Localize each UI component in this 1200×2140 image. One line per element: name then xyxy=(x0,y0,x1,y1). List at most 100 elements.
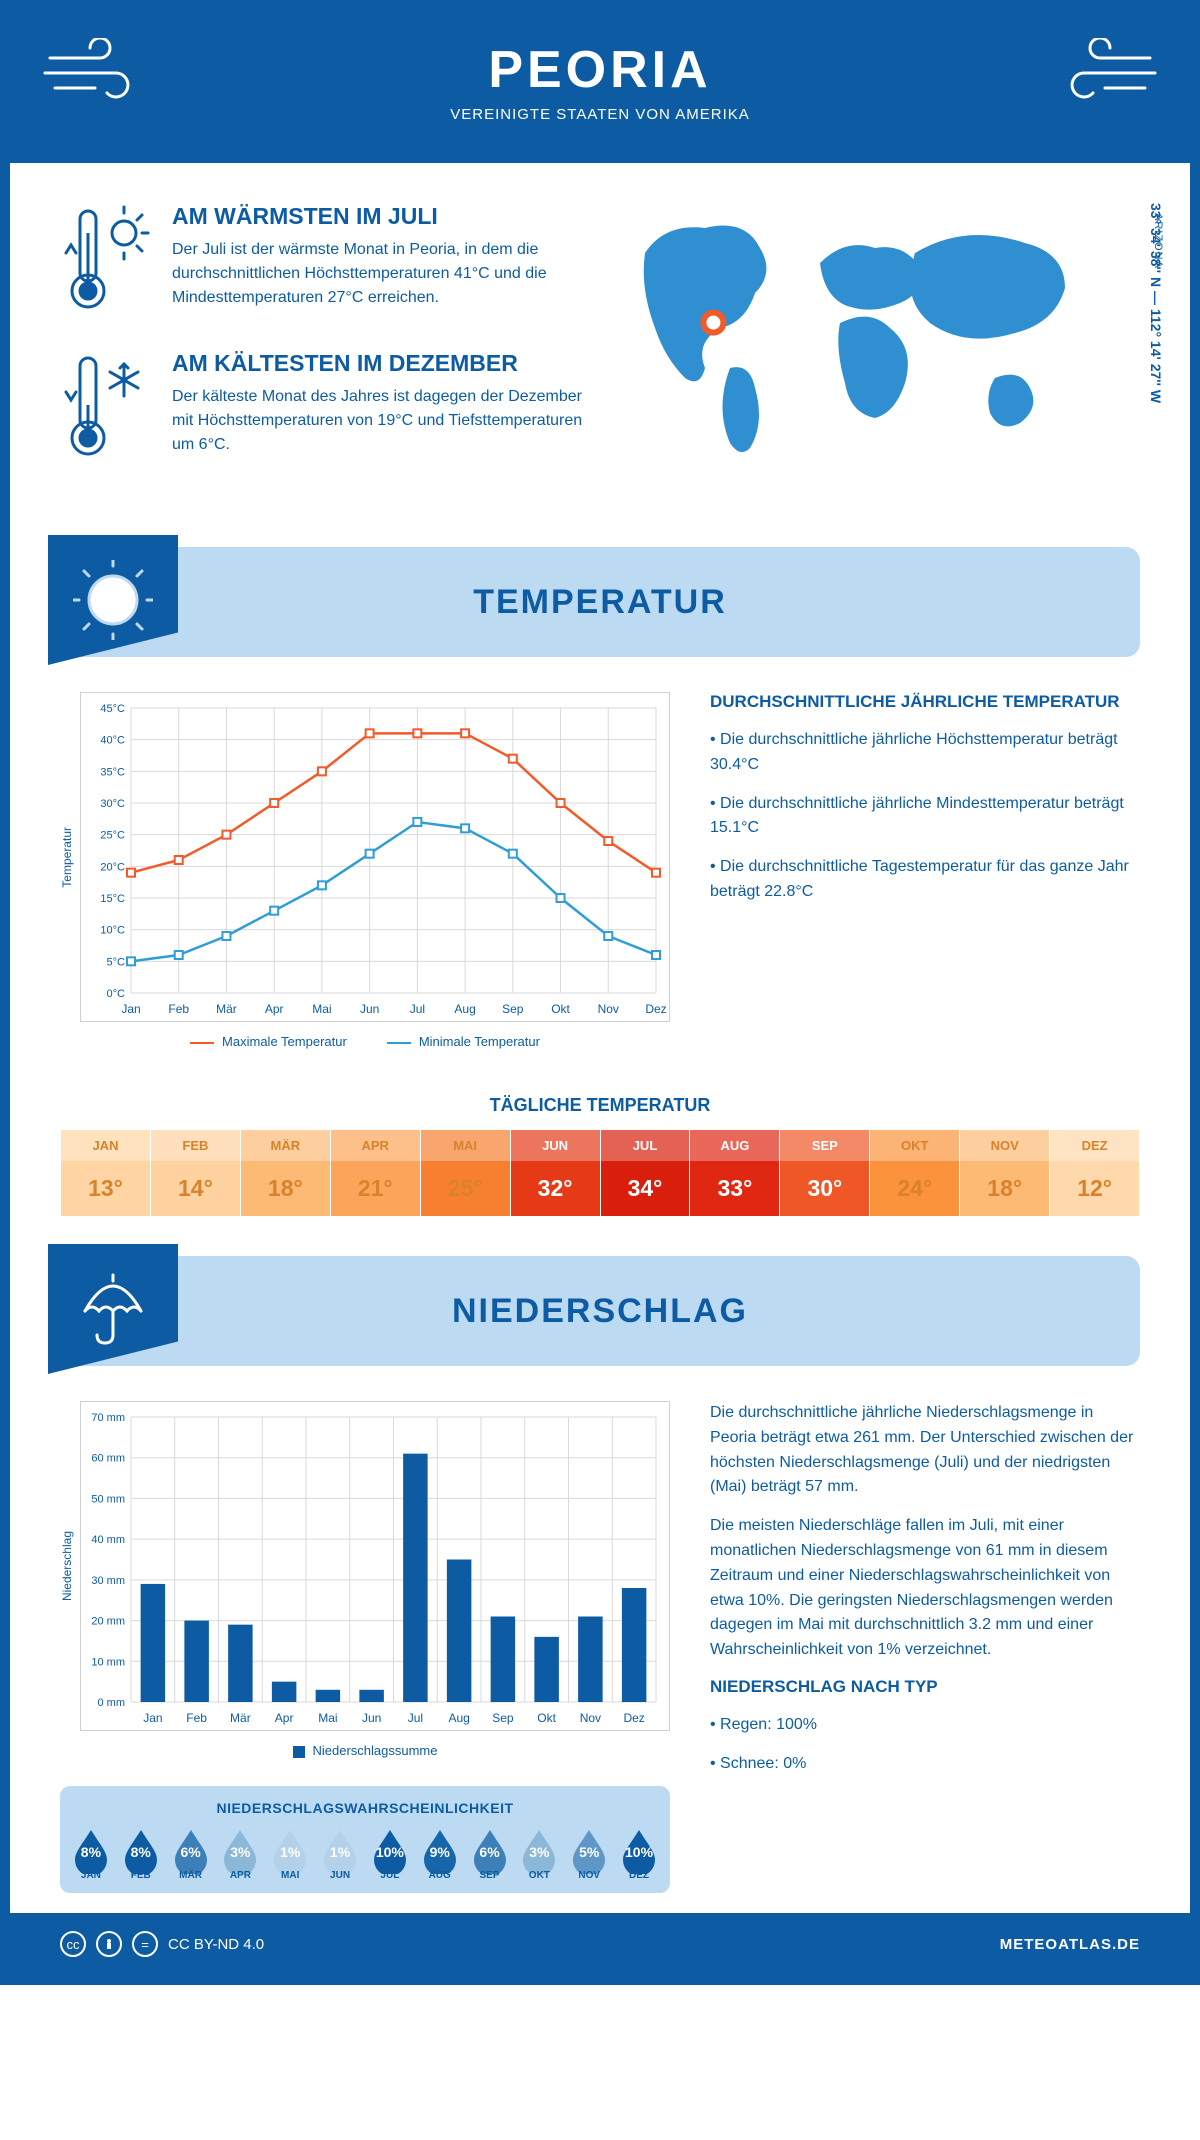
svg-text:Okt: Okt xyxy=(537,1711,556,1725)
wind-icon-left xyxy=(40,38,150,113)
svg-text:30 mm: 30 mm xyxy=(91,1575,125,1587)
temperature-line-chart: 0°C 5°C 10°C 15°C 20°C 25°C 30°C 35°C 40°C 45°C Ja… xyxy=(80,692,670,1022)
svg-text:Aug: Aug xyxy=(454,1002,475,1016)
svg-text:Nov: Nov xyxy=(580,1711,601,1725)
daily-temp-cell: DEZ12° xyxy=(1050,1130,1140,1216)
daily-temp-cell: MÄR18° xyxy=(241,1130,331,1216)
precip-type-snow: • Schnee: 0% xyxy=(710,1752,1140,1777)
precip-prob-drop: 6%MÄR xyxy=(171,1826,211,1881)
svg-text:20 mm: 20 mm xyxy=(91,1616,125,1628)
location-marker-icon xyxy=(703,313,723,333)
fact-warm-text: Der Juli ist der wärmste Monat in Peoria… xyxy=(172,238,585,310)
intro-section: AM WÄRMSTEN IM JULI Der Juli ist der wär… xyxy=(10,163,1190,527)
daily-temp-cell: JUL34° xyxy=(601,1130,691,1216)
svg-text:10°C: 10°C xyxy=(100,925,125,937)
svg-text:Mär: Mär xyxy=(216,1002,237,1016)
infographic-frame: PEORIA VEREINIGTE STAATEN VON AMERIKA AM… xyxy=(0,0,1200,1985)
svg-text:10 mm: 10 mm xyxy=(91,1656,125,1668)
svg-text:0°C: 0°C xyxy=(107,988,126,1000)
svg-text:Mai: Mai xyxy=(318,1711,337,1725)
umbrella-icon xyxy=(48,1244,178,1374)
legend-min: Minimale Temperatur xyxy=(387,1034,540,1049)
svg-text:35°C: 35°C xyxy=(100,766,125,778)
precip-prob-title: NIEDERSCHLAGSWAHRSCHEINLICHKEIT xyxy=(66,1800,664,1816)
legend-max: Maximale Temperatur xyxy=(190,1034,347,1049)
svg-text:5°C: 5°C xyxy=(107,956,126,968)
svg-text:0 mm: 0 mm xyxy=(98,1697,126,1709)
daily-temp-cell: AUG33° xyxy=(690,1130,780,1216)
daily-temp-cell: NOV18° xyxy=(960,1130,1050,1216)
svg-text:50 mm: 50 mm xyxy=(91,1493,125,1505)
svg-text:40°C: 40°C xyxy=(100,735,125,747)
sun-icon xyxy=(48,535,178,665)
temperature-content: Temperatur 0°C5°C10°C15°C20°C25°C30°C35°… xyxy=(10,657,1190,1073)
temp-info-b3: • Die durchschnittliche Tagestemperatur … xyxy=(710,855,1140,905)
svg-text:25°C: 25°C xyxy=(100,830,125,842)
svg-text:Jun: Jun xyxy=(362,1711,381,1725)
precip-type-rain: • Regen: 100% xyxy=(710,1713,1140,1738)
svg-text:70 mm: 70 mm xyxy=(91,1412,125,1424)
section-bar-temperature: TEMPERATUR xyxy=(60,547,1140,657)
temp-info-b1: • Die durchschnittliche jährliche Höchst… xyxy=(710,728,1140,778)
precip-info-p2: Die meisten Niederschläge fallen im Juli… xyxy=(710,1514,1140,1663)
svg-text:Jan: Jan xyxy=(143,1711,162,1725)
svg-text:20°C: 20°C xyxy=(100,861,125,873)
svg-text:Sep: Sep xyxy=(502,1002,524,1016)
precip-prob-drop: 1%MAI xyxy=(270,1826,310,1881)
precip-prob-drop: 8%JAN xyxy=(71,1826,111,1881)
legend-precip: Niederschlagssumme xyxy=(293,1743,438,1758)
precip-info-p1: Die durchschnittliche jährliche Niedersc… xyxy=(710,1401,1140,1500)
svg-text:Jun: Jun xyxy=(360,1002,379,1016)
svg-text:Sep: Sep xyxy=(492,1711,514,1725)
precip-prob-drop: 3%APR xyxy=(220,1826,260,1881)
precip-prob-drop: 10%DEZ xyxy=(619,1826,659,1881)
fact-coldest: AM KÄLTESTEN IM DEZEMBER Der kälteste Mo… xyxy=(60,350,585,465)
svg-text:40 mm: 40 mm xyxy=(91,1534,125,1546)
temp-info-heading: DURCHSCHNITTLICHE JÄHRLICHE TEMPERATUR xyxy=(710,692,1140,712)
svg-text:Dez: Dez xyxy=(623,1711,644,1725)
country-subtitle: VEREINIGTE STAATEN VON AMERIKA xyxy=(30,106,1170,123)
wind-icon-right xyxy=(1050,38,1160,113)
precip-chart-legend: Niederschlagssumme xyxy=(60,1731,670,1762)
footer: cc = CC BY-ND 4.0 METEOATLAS.DE xyxy=(10,1913,1190,1975)
svg-text:Mär: Mär xyxy=(230,1711,251,1725)
svg-text:45°C: 45°C xyxy=(100,703,125,715)
thermometer-sun-icon xyxy=(60,203,150,318)
svg-text:Jan: Jan xyxy=(121,1002,140,1016)
svg-text:Nov: Nov xyxy=(598,1002,619,1016)
svg-text:Jul: Jul xyxy=(410,1002,425,1016)
daily-temp-title: TÄGLICHE TEMPERATUR xyxy=(10,1095,1190,1116)
daily-temp-cell: JAN13° xyxy=(61,1130,151,1216)
precip-prob-drop: 3%OKT xyxy=(519,1826,559,1881)
svg-text:Dez: Dez xyxy=(645,1002,666,1016)
license-block: cc = CC BY-ND 4.0 xyxy=(60,1931,264,1957)
svg-text:60 mm: 60 mm xyxy=(91,1453,125,1465)
svg-text:Feb: Feb xyxy=(186,1711,207,1725)
fact-cold-title: AM KÄLTESTEN IM DEZEMBER xyxy=(172,350,585,377)
section-title-temperature: TEMPERATUR xyxy=(473,583,727,622)
fact-cold-text: Der kälteste Monat des Jahres ist dagege… xyxy=(172,385,585,457)
city-title: PEORIA xyxy=(30,40,1170,100)
svg-text:Apr: Apr xyxy=(275,1711,294,1725)
precip-probability-panel: NIEDERSCHLAGSWAHRSCHEINLICHKEIT 8%JAN8%F… xyxy=(60,1786,670,1893)
precip-chart-ylabel: Niederschlag xyxy=(60,1531,74,1601)
by-icon xyxy=(96,1931,122,1957)
temp-info-b2: • Die durchschnittliche jährliche Mindes… xyxy=(710,792,1140,842)
fact-warmest: AM WÄRMSTEN IM JULI Der Juli ist der wär… xyxy=(60,203,585,318)
nd-icon: = xyxy=(132,1931,158,1957)
precip-type-heading: NIEDERSCHLAG NACH TYP xyxy=(710,1677,1140,1697)
daily-temp-cell: JUN32° xyxy=(511,1130,601,1216)
temp-chart-legend: Maximale Temperatur Minimale Temperatur xyxy=(60,1022,670,1053)
precip-prob-drop: 6%SEP xyxy=(470,1826,510,1881)
svg-text:15°C: 15°C xyxy=(100,893,125,905)
precipitation-bar-chart: 0 mm 10 mm 20 mm 30 mm 40 mm 50 mm 60 mm 70 mm J… xyxy=(80,1401,670,1731)
daily-temp-cell: MAI25° xyxy=(421,1130,511,1216)
coordinates: 33° 34' 38'' N — 112° 14' 27'' W xyxy=(1148,203,1164,497)
svg-text:30°C: 30°C xyxy=(100,798,125,810)
daily-temp-strip: JAN13°FEB14°MÄR18°APR21°MAI25°JUN32°JUL3… xyxy=(60,1130,1140,1216)
brand-text: METEOATLAS.DE xyxy=(1000,1936,1140,1953)
daily-temp-cell: OKT24° xyxy=(870,1130,960,1216)
header: PEORIA VEREINIGTE STAATEN VON AMERIKA xyxy=(10,10,1190,163)
daily-temp-cell: APR21° xyxy=(331,1130,421,1216)
fact-warm-title: AM WÄRMSTEN IM JULI xyxy=(172,203,585,230)
